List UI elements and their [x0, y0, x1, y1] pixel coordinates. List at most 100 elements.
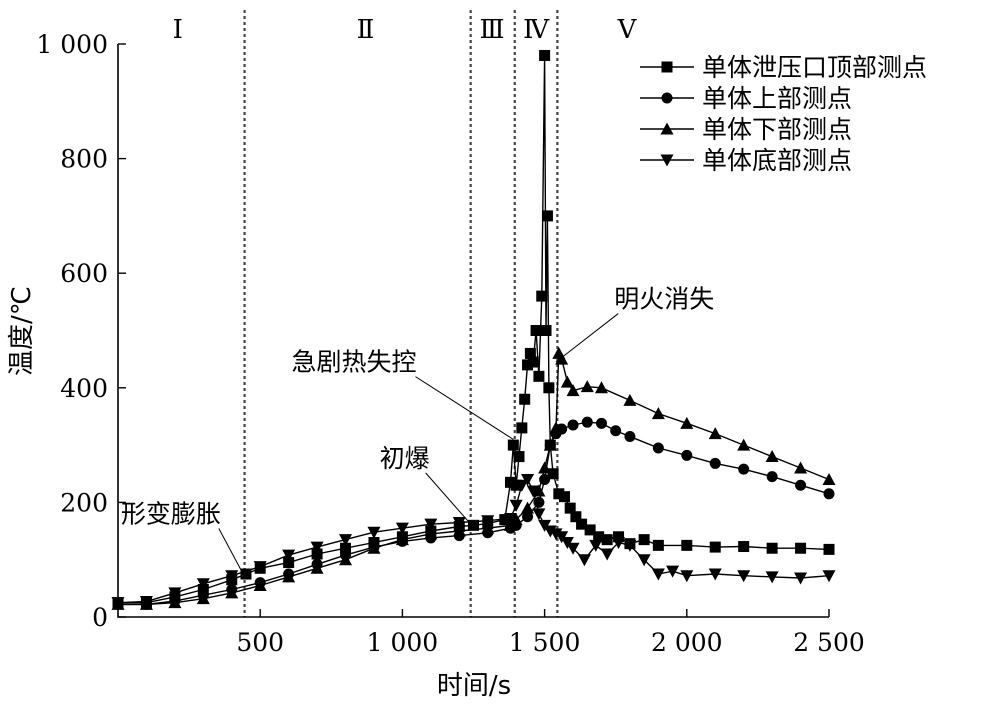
series-0-point-17 [504, 476, 516, 488]
series-3-point-16 [515, 479, 529, 492]
series-3-point-32 [651, 568, 665, 581]
series-3-point-34 [680, 570, 694, 583]
legend-label-2: 单体下部测点 [702, 115, 852, 144]
y-tick-label-1: 200 [60, 488, 108, 517]
series-2-point-15 [509, 513, 523, 526]
series-2-point-5 [253, 578, 267, 591]
series-3-point-7 [310, 541, 324, 554]
stage-label-2: Ⅲ [479, 15, 504, 45]
series-0-point-50 [766, 542, 778, 554]
series-2 [111, 346, 836, 610]
y-tick-label-2: 400 [60, 374, 108, 403]
series-0-point-18 [507, 439, 519, 451]
y-tick-label-5: 1 000 [36, 30, 108, 59]
series-2-point-31 [737, 438, 751, 451]
y-tick-label-3: 600 [60, 259, 108, 288]
series-2-point-3 [196, 592, 210, 605]
series-0-point-39 [576, 518, 588, 530]
series-0-point-22 [519, 393, 531, 405]
legend-marker-3 [660, 154, 674, 167]
series-0-point-47 [681, 539, 693, 551]
series-2-point-26 [594, 381, 608, 394]
y-axis-title: 温度/℃ [7, 286, 37, 376]
series-2-point-12 [452, 524, 466, 537]
series-3-point-29 [612, 537, 626, 550]
series-3-point-36 [737, 570, 751, 583]
series-1-point-16 [522, 511, 534, 523]
annotation-3: 明火消失 [614, 285, 714, 314]
series-0-point-27 [533, 370, 545, 382]
series-3-point-26 [577, 554, 591, 567]
stage-label-0: Ⅰ [173, 15, 183, 45]
series-0-point-46 [652, 539, 664, 551]
series-0-point-29 [539, 49, 551, 61]
series-2-point-17 [532, 484, 546, 497]
series-0-point-41 [593, 531, 605, 543]
annotation-leader-2 [415, 376, 514, 440]
stage-label-3: Ⅳ [523, 15, 550, 45]
series-3-point-14 [503, 512, 517, 525]
series-2-point-9 [367, 541, 381, 554]
series-3-point-18 [526, 485, 540, 498]
series-3-point-2 [168, 587, 182, 600]
series-2-point-23 [560, 375, 574, 388]
x-tick-label-4: 2 500 [793, 628, 865, 657]
series-3-point-19 [532, 508, 546, 521]
series-2-point-27 [623, 393, 637, 406]
y-tick-label-4: 800 [60, 145, 108, 174]
series-1-point-28 [681, 449, 693, 461]
series-1-point-31 [766, 471, 778, 483]
series-2-point-28 [651, 407, 665, 420]
series-0-point-48 [709, 541, 721, 553]
series-3-point-8 [339, 534, 353, 547]
series-2-point-2 [168, 596, 182, 609]
series-3-point-15 [509, 499, 523, 512]
series-0-point-20 [513, 451, 525, 463]
series-0-point-43 [613, 531, 625, 543]
series-0-point-37 [564, 502, 576, 514]
legend-marker-2 [660, 122, 674, 135]
series-1-point-32 [795, 479, 807, 491]
series-0-point-25 [527, 356, 539, 368]
series-2-point-24 [566, 384, 580, 397]
series-3-point-1 [139, 596, 153, 609]
series-line-2 [118, 350, 830, 606]
series-3-point-38 [794, 572, 808, 585]
series-0-point-30 [540, 325, 552, 336]
series-2-point-33 [794, 461, 808, 474]
series-2-point-18 [538, 461, 552, 474]
series-2-point-4 [225, 586, 239, 599]
series-2-point-16 [521, 501, 535, 514]
legend-label-1: 单体上部测点 [702, 84, 852, 113]
ticks: 0 200 400 600 800 1 000 500 1 000 1 500 2 000 2 50… [36, 30, 864, 657]
legend-marker-1 [661, 92, 673, 104]
series-0-point-51 [795, 542, 807, 554]
series-2-point-20 [549, 421, 563, 434]
series-3-point-10 [395, 522, 409, 535]
annotation-leader-3 [555, 313, 619, 363]
legend-label-0: 单体泄压口顶部测点 [702, 53, 927, 82]
series-0-point-36 [559, 491, 571, 503]
series-3-point-31 [637, 554, 651, 567]
series-0-point-7 [283, 557, 295, 569]
series-0-point-5 [240, 568, 252, 580]
series-1-point-26 [624, 431, 636, 443]
series-0-point-24 [524, 347, 536, 359]
series-2-point-10 [395, 533, 409, 546]
legend-label-3: 单体底部测点 [702, 146, 852, 175]
x-tick-label-0: 500 [236, 628, 284, 657]
series-2-point-19 [543, 438, 557, 451]
series-2-point-7 [310, 561, 324, 574]
series-3-point-6 [282, 549, 296, 562]
series-0-point-49 [738, 541, 750, 553]
series-3-point-30 [623, 539, 637, 552]
series-1-point-27 [652, 442, 664, 454]
series-3-point-5 [253, 561, 267, 574]
series-3-point-39 [822, 570, 836, 583]
series-2-point-8 [339, 553, 353, 566]
series-0-point-42 [601, 534, 613, 546]
series-2-point-11 [424, 527, 438, 540]
series-2-point-34 [822, 472, 836, 485]
